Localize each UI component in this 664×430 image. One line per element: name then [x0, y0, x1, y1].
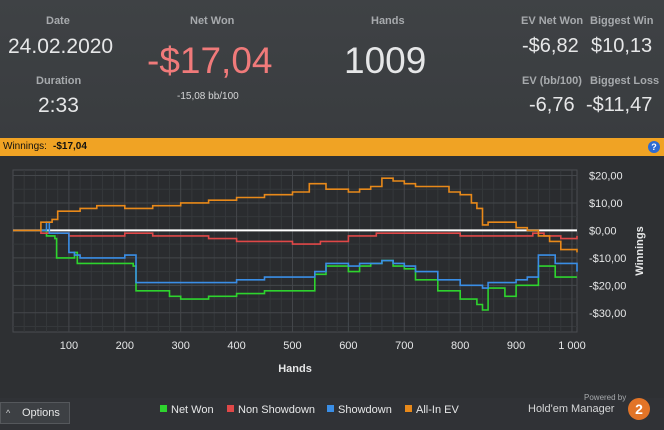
biggest-win-value: $10,13 — [591, 35, 653, 57]
date-label: Date — [46, 15, 70, 27]
hands-label: Hands — [371, 15, 405, 27]
series-line-net-won — [13, 229, 577, 311]
y-tick-label: -$20,00 — [589, 280, 626, 292]
options-button[interactable]: ^ Options — [0, 402, 70, 424]
x-tick-label: 500 — [283, 340, 301, 352]
x-tick-label: 900 — [507, 340, 525, 352]
ev-bb100-value: -6,76 — [529, 94, 575, 116]
options-label: Options — [22, 407, 60, 419]
ev-bb100-label: EV (bb/100) — [522, 75, 582, 87]
y-tick-label: -$10,00 — [589, 253, 626, 265]
legend-item[interactable]: All-In EV — [405, 404, 459, 416]
y-tick-label: $10,00 — [589, 198, 623, 210]
y-tick-label: $0,00 — [589, 225, 617, 237]
brand-name: Hold'em Manager — [528, 403, 615, 415]
hands-value: 1009 — [344, 40, 427, 81]
winnings-bar-label: Winnings: — [3, 141, 47, 152]
legend-swatch — [327, 405, 334, 412]
biggest-loss-label: Biggest Loss — [590, 75, 660, 87]
winnings-bar: Winnings: -$17,04 ? — [0, 138, 664, 156]
legend-label: Showdown — [338, 404, 392, 416]
legend-swatch — [227, 405, 234, 412]
x-tick-label: 600 — [339, 340, 357, 352]
biggest-win-label: Biggest Win — [590, 15, 654, 27]
duration-value: 2:33 — [38, 94, 79, 117]
legend-swatch — [405, 405, 412, 412]
help-icon[interactable]: ? — [648, 141, 660, 153]
x-tick-label: 700 — [395, 340, 413, 352]
y-axis-label: Winnings — [634, 226, 646, 275]
series-line-all-in-ev — [13, 177, 578, 253]
powered-by-label: Powered by — [584, 393, 627, 402]
ev-net-won-value: -$6,82 — [522, 35, 579, 57]
duration-label: Duration — [36, 75, 82, 87]
legend-item[interactable]: Showdown — [327, 404, 392, 416]
x-axis-label: Hands — [278, 363, 312, 375]
x-tick-label: 100 — [60, 340, 78, 352]
series-line-showdown — [13, 221, 578, 289]
hem2-logo-icon: 2 — [628, 398, 650, 420]
session-stats-panel: Date 24.02.2020 Duration 2:33 Net Won -$… — [0, 0, 664, 138]
series-line-non-showdown — [13, 229, 578, 245]
plot-area — [12, 169, 578, 333]
net-won-bb100: -15,08 bb/100 — [177, 91, 239, 102]
date-value: 24.02.2020 — [8, 35, 114, 58]
legend-item[interactable]: Net Won — [160, 404, 214, 416]
legend-item[interactable]: Non Showdown — [227, 404, 315, 416]
legend-label: All-In EV — [416, 404, 459, 416]
legend-label: Non Showdown — [238, 404, 316, 416]
net-won-value: -$17,04 — [147, 40, 273, 81]
footer-bar — [0, 398, 664, 430]
net-won-label: Net Won — [190, 15, 235, 27]
x-tick-label: 400 — [227, 340, 245, 352]
x-tick-label: 1 000 — [558, 340, 586, 352]
brand-badge: 2 — [635, 401, 643, 417]
ev-net-won-label: EV Net Won — [521, 15, 584, 27]
biggest-loss-value: -$11,47 — [586, 94, 653, 116]
x-tick-label: 800 — [451, 340, 469, 352]
y-tick-label: -$30,00 — [589, 308, 626, 320]
winnings-bar-value: -$17,04 — [53, 141, 87, 152]
chevron-up-icon: ^ — [6, 408, 11, 418]
x-tick-label: 200 — [116, 340, 134, 352]
x-tick-label: 300 — [172, 340, 190, 352]
legend-label: Net Won — [171, 404, 214, 416]
y-tick-label: $20,00 — [589, 170, 623, 182]
legend-swatch — [160, 405, 167, 412]
